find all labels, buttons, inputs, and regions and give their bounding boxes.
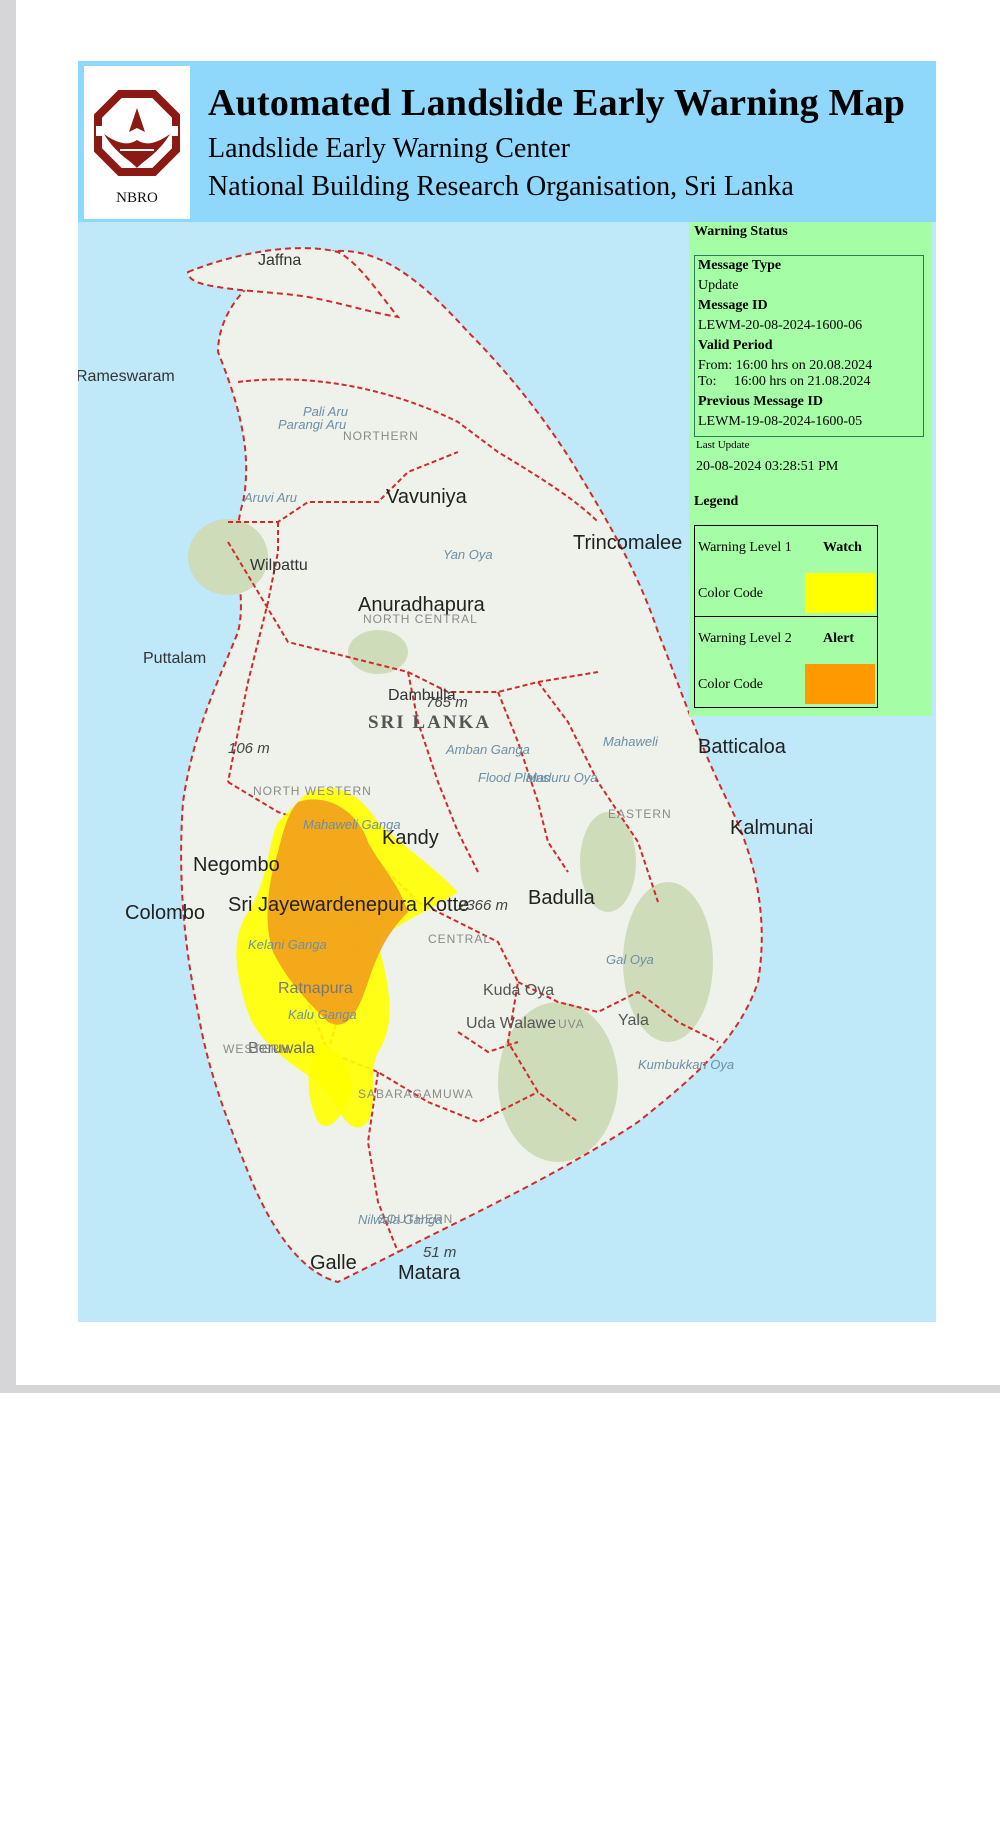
legend-alert: Warning Level 2 Alert Color Code — [694, 616, 878, 708]
legend-swatch-alert — [805, 664, 875, 704]
province-sabaragamuwa: SABARAGAMUWA — [358, 1087, 474, 1101]
legend-color-label: Color Code — [698, 586, 763, 601]
place-galle: Galle — [310, 1252, 357, 1274]
place-ratnapura: Ratnapura — [278, 980, 353, 997]
river-kelani-ganga: Kelani Ganga — [248, 937, 327, 952]
legend-level: Warning Level 2 — [698, 631, 792, 646]
place-negombo: Negombo — [193, 854, 280, 876]
flood-plains: Flood Plains — [478, 770, 550, 785]
river-yan-oya: Yan Oya — [443, 547, 493, 562]
river-kumbukkan-oya: Kumbukkan Oya — [638, 1057, 735, 1072]
bottom-divider — [16, 1385, 1000, 1393]
place-kotte: Sri Jayewardenepura Kotte — [228, 894, 470, 916]
place-uda-walawe: Uda Walawe — [466, 1015, 557, 1032]
message-id-value: LEWM-20-08-2024-1600-06 — [698, 318, 863, 333]
place-puttalam: Puttalam — [143, 650, 207, 667]
left-scroll-gutter — [0, 0, 16, 1393]
warning-status-panel: Warning Status Message Type Update Messa… — [689, 222, 932, 716]
place-point-pedro: Point Pedro — [318, 222, 402, 225]
map-header: NBRO Automated Landslide Early Warning M… — [78, 61, 936, 222]
legend-watch: Warning Level 1 Watch Color Code — [694, 525, 878, 617]
message-details: Message Type Update Message ID LEWM-20-0… — [694, 255, 924, 437]
place-yala: Yala — [618, 1012, 649, 1029]
province-north-western: NORTH WESTERN — [253, 784, 372, 798]
province-northern: NORTHERN — [343, 429, 419, 443]
river-gal-oya: Gal Oya — [606, 952, 654, 967]
legend-name: Alert — [823, 631, 855, 646]
valid-period-label: Valid Period — [698, 338, 773, 353]
place-kuda-oya: Kuda Oya — [483, 982, 555, 999]
elevation-2366: 2366 m — [458, 897, 509, 914]
place-trincomalee: Trincomalee — [573, 532, 683, 554]
legend-swatch-watch — [805, 573, 875, 613]
message-type-label: Message Type — [698, 258, 782, 273]
watch-zone-south — [308, 1042, 352, 1126]
province-southern: SOUTHERN — [378, 1212, 454, 1226]
elevation-51: 51 m — [423, 1244, 457, 1261]
place-wilpattu: Wilpattu — [250, 557, 308, 574]
river-kalu-ganga: Kalu Ganga — [288, 1007, 357, 1022]
jaffna-peninsula — [186, 247, 401, 319]
place-dambulla: Dambulla — [388, 687, 456, 704]
province-uva: UVA — [558, 1017, 585, 1031]
river-mahaweli-ganga: Mahaweli Ganga — [303, 817, 401, 832]
place-batticaloa: Batticaloa — [698, 736, 786, 758]
province-north-central: NORTH CENTRAL — [363, 612, 478, 626]
nbro-logo: NBRO — [84, 66, 190, 219]
place-beruwala: Beruwala — [248, 1040, 315, 1057]
place-kandy: Kandy — [382, 827, 439, 849]
place-vavuniya: Vavuniya — [386, 486, 467, 508]
legend-level: Warning Level 1 — [698, 540, 792, 555]
province-western: WESTERN — [223, 1042, 290, 1056]
elevation-106: 106 m — [228, 740, 270, 757]
warning-status-title: Warning Status — [694, 224, 788, 239]
center-name: Landslide Early Warning Center — [208, 133, 570, 164]
river-aruvi-aru: Aruvi Aru — [244, 490, 297, 505]
place-badulla: Badulla — [528, 887, 595, 909]
valid-from: From: 16:00 hrs on 20.08.2024 — [698, 358, 873, 373]
last-update-value: 20-08-2024 03:28:51 PM — [696, 459, 839, 474]
page-title: Automated Landslide Early Warning Map — [208, 82, 906, 124]
river-nilwala-ganga: Nilwala Ganga — [358, 1212, 443, 1227]
message-id-label: Message ID — [698, 298, 768, 313]
country-label: SRI LANKA — [368, 712, 492, 733]
logo-text: NBRO — [116, 190, 158, 206]
map-canvas — [180, 247, 763, 1284]
place-kalmunai: Kalmunai — [730, 817, 814, 839]
river-mahaweli: Mahaweli — [603, 734, 658, 749]
river-maduru-oya: Maduru Oya — [526, 770, 598, 785]
organisation-name: National Building Research Organisation,… — [208, 171, 794, 202]
message-type-value: Update — [698, 278, 739, 293]
alert-zone — [267, 799, 408, 1025]
elevation-765: 765 m — [426, 694, 468, 711]
nbro-emblem-icon — [94, 90, 180, 176]
place-colombo: Colombo — [125, 902, 206, 924]
legend-title: Legend — [694, 494, 739, 509]
place-anuradhapura: Anuradhapura — [358, 594, 485, 616]
last-update-label: Last Update — [696, 439, 750, 451]
province-eastern: EASTERN — [608, 807, 672, 821]
river-parangi-aru: Parangi Aru — [278, 417, 347, 432]
place-rameswaram: Rameswaram — [78, 368, 175, 385]
place-jaffna: Jaffna — [258, 252, 302, 269]
valid-to: To: 16:00 hrs on 21.08.2024 — [698, 374, 871, 389]
river-amban-ganga: Amban Ganga — [446, 742, 530, 757]
province-central: CENTRAL — [428, 932, 492, 946]
prev-message-id-label: Previous Message ID — [698, 394, 823, 409]
prev-message-id-value: LEWM-19-08-2024-1600-05 — [698, 414, 863, 429]
place-matara: Matara — [398, 1262, 461, 1284]
island-landmass — [180, 249, 763, 1284]
legend-color-label: Color Code — [698, 677, 763, 692]
legend-name: Watch — [823, 540, 862, 555]
river-pali-aru: Pali Aru — [303, 404, 349, 419]
